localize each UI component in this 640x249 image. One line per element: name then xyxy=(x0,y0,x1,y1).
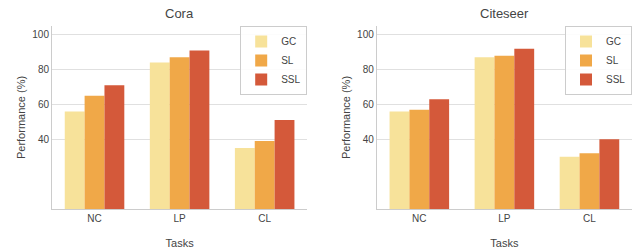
svg-text:Tasks: Tasks xyxy=(166,237,195,249)
svg-text:80: 80 xyxy=(363,64,375,75)
svg-text:CL: CL xyxy=(583,213,596,224)
svg-text:Cora: Cora xyxy=(165,6,194,21)
svg-text:100: 100 xyxy=(32,29,49,40)
svg-text:LP: LP xyxy=(173,213,186,224)
svg-text:SSL: SSL xyxy=(606,74,625,85)
svg-text:Tasks: Tasks xyxy=(490,237,519,249)
svg-text:60: 60 xyxy=(38,99,50,110)
svg-text:SL: SL xyxy=(281,55,294,66)
svg-text:GC: GC xyxy=(281,36,296,47)
svg-text:40: 40 xyxy=(363,134,375,145)
svg-text:60: 60 xyxy=(363,99,375,110)
svg-text:CL: CL xyxy=(258,213,271,224)
svg-text:Performance (%): Performance (%) xyxy=(340,76,352,159)
svg-text:SL: SL xyxy=(606,55,619,66)
svg-text:SSL: SSL xyxy=(281,74,300,85)
svg-text:Performance (%): Performance (%) xyxy=(15,76,27,159)
svg-text:GC: GC xyxy=(606,36,621,47)
svg-text:LP: LP xyxy=(498,213,511,224)
svg-text:NC: NC xyxy=(87,213,101,224)
svg-text:NC: NC xyxy=(412,213,426,224)
svg-text:80: 80 xyxy=(38,64,50,75)
svg-text:40: 40 xyxy=(38,134,50,145)
svg-text:Citeseer: Citeseer xyxy=(480,6,529,21)
svg-text:100: 100 xyxy=(357,29,374,40)
